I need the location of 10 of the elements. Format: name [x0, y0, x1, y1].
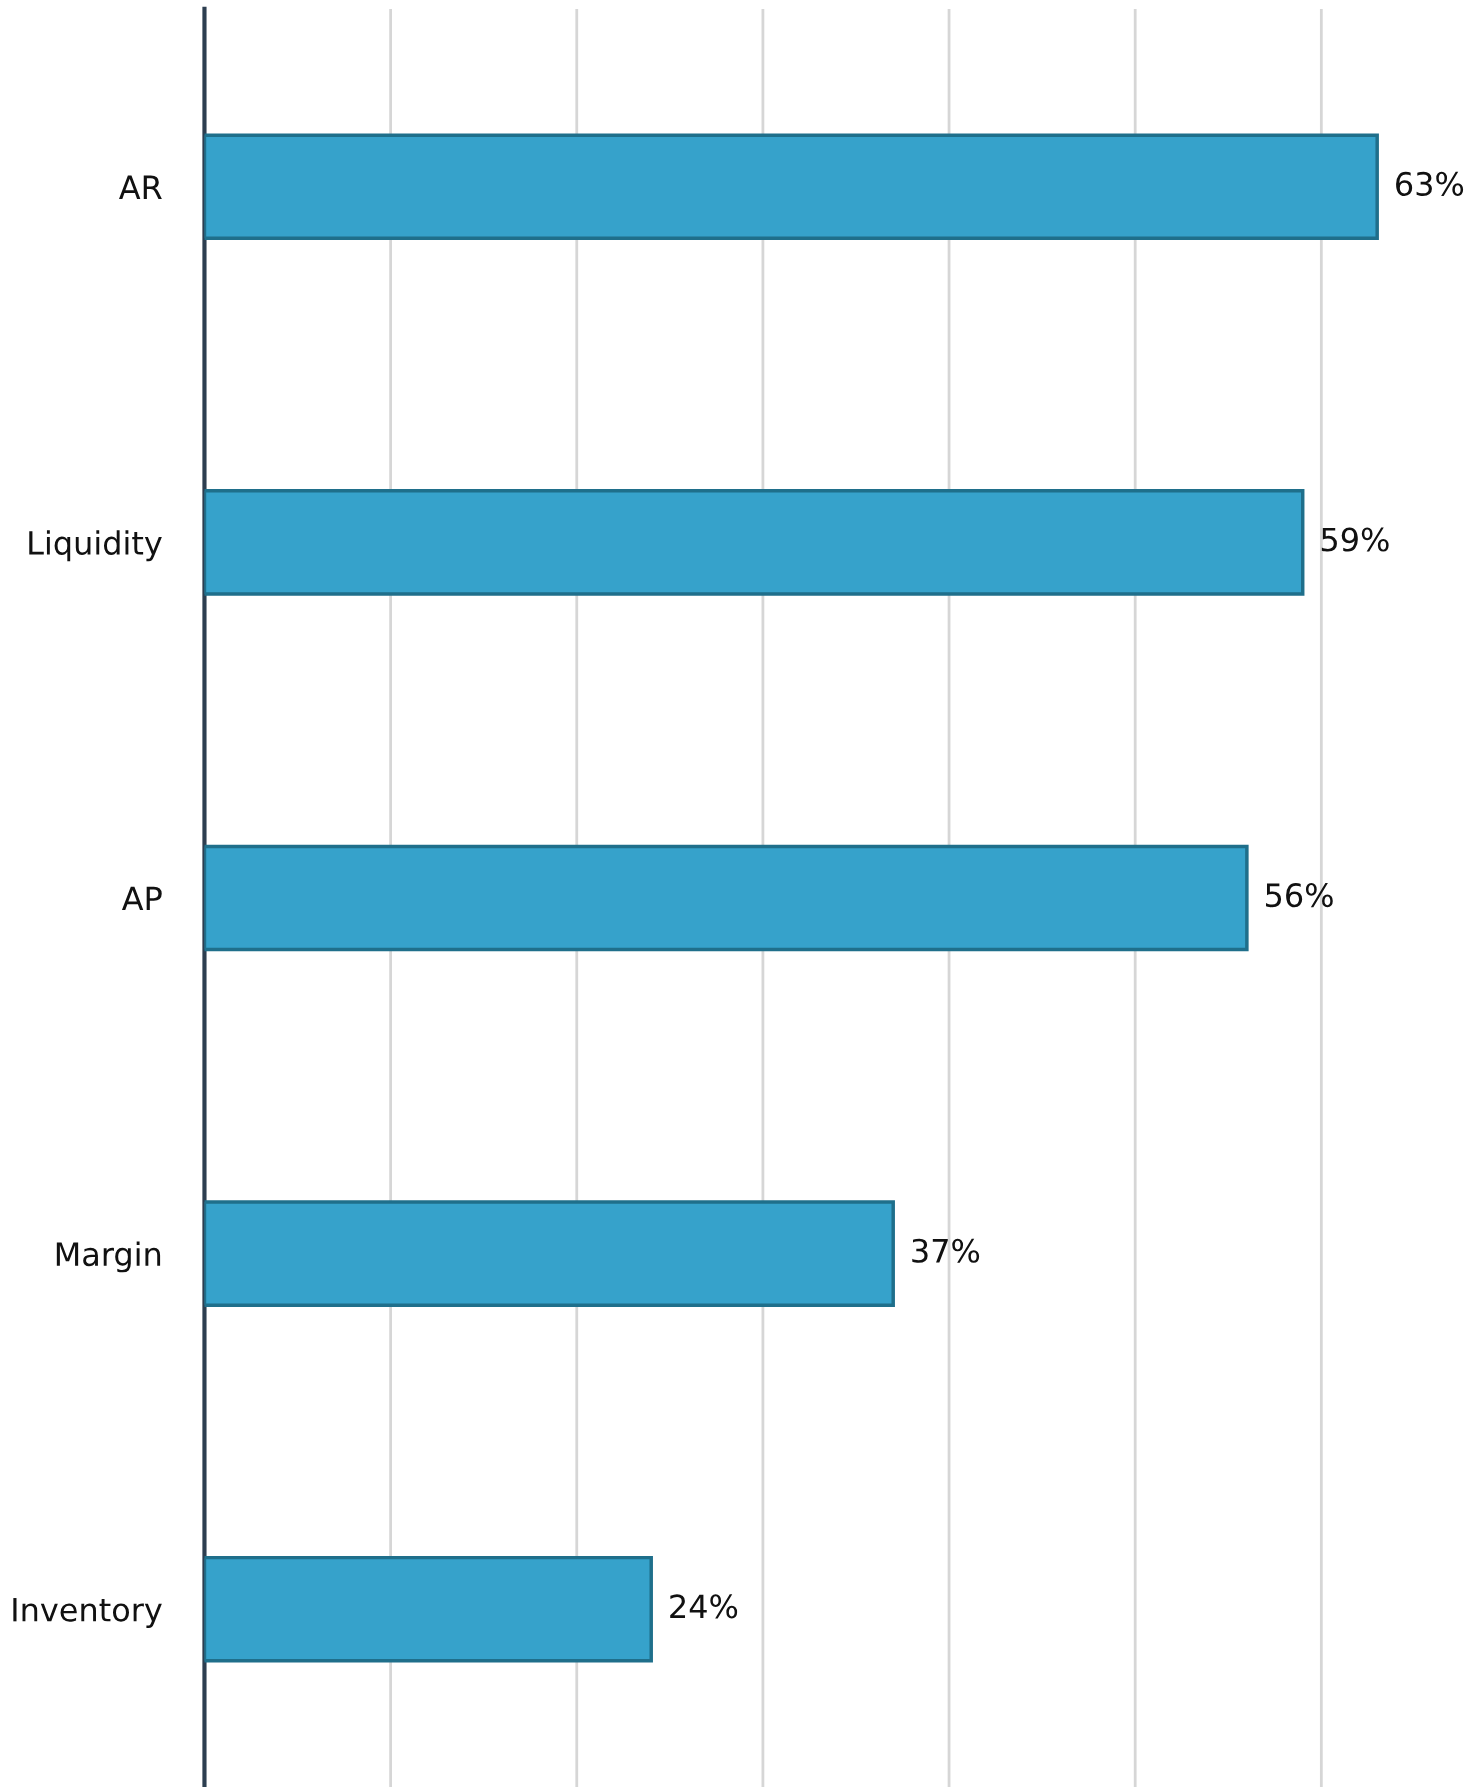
data-label: 63%: [1396, 171, 1464, 197]
data-label: 37%: [912, 1238, 980, 1263]
y-tick-label: Liquidity: [29, 530, 162, 562]
data-label: 24%: [670, 1594, 738, 1619]
y-tick-label: Margin: [56, 1241, 161, 1273]
y-tick-label: AR: [119, 175, 162, 199]
data-label: 59%: [1321, 527, 1389, 552]
y-tick-label: Inventory: [13, 1598, 162, 1628]
y-tick-label: AP: [121, 886, 162, 911]
data-label: 56%: [1266, 883, 1333, 908]
